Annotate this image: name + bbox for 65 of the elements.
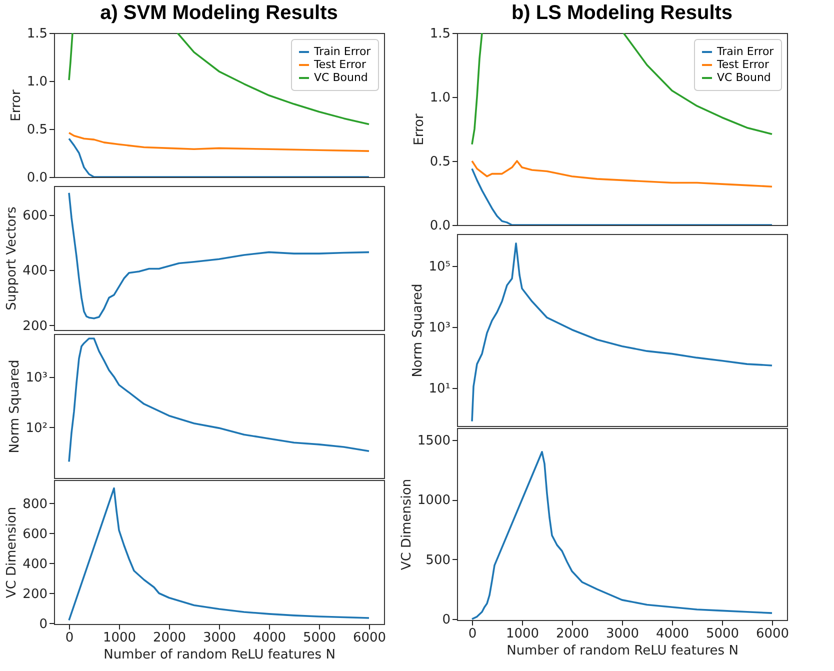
y-tick-label: 200 [22,586,48,602]
y-axis-title: VC Dimension [399,478,414,570]
line-series [68,132,370,152]
legend-label: VC Bound [717,71,771,84]
x-tick-label: 4000 [252,630,286,646]
legend-label: Train Error [716,45,774,58]
x-tick-label: 5000 [706,626,740,642]
y-tick-label: 0 [39,616,48,632]
x-tick-label: 0 [468,626,477,642]
x-tick-label: 6000 [756,626,790,642]
y-tick-label: 1000 [417,493,450,508]
y-tick-label: 0.0 [26,170,48,186]
x-tick-label: 2000 [152,630,186,646]
y-tick-label: 1.5 [430,26,450,42]
line-series [68,338,370,463]
y-tick-label: 600 [22,208,48,224]
line-series [471,242,773,422]
x-tick-label: 1000 [506,626,540,642]
chart-title: b) LS Modeling Results [511,2,733,24]
y-tick-label: 0 [442,612,450,628]
x-axis-title: Number of random ReLU features N [506,644,738,658]
line-series [471,168,773,225]
y-tick-label: 800 [22,496,48,512]
x-tick-label: 6000 [352,630,386,646]
legend-label: Train Error [313,45,372,58]
x-tick-label: 0 [65,630,74,646]
x-tick-label: 3000 [606,626,640,642]
legend-label: VC Bound [314,71,368,84]
y-tick-label: 1.0 [430,90,450,106]
x-axis-title: Number of random ReLU features N [104,648,336,662]
y-tick-label: 200 [22,318,48,334]
y-axis-title: Error [8,89,24,122]
y-axis-title: VC Dimension [4,506,20,598]
y-axis-title: Support Vectors [4,206,20,310]
line-series [471,450,773,620]
line-series [68,192,370,320]
y-tick-label: 1.0 [26,74,48,90]
legend-label: Test Error [313,58,366,71]
y-tick-label: 400 [22,556,48,572]
y-tick-label: 1.5 [26,26,48,42]
y-tick-label: 0.5 [430,154,450,170]
y-tick-label: 10² [26,420,48,436]
y-tick-label: 10¹ [428,381,450,396]
y-axis-title: Error [412,113,427,146]
y-tick-label: 1500 [417,433,450,448]
legend-label: Test Error [716,58,770,71]
y-tick-label: 0.0 [430,218,450,234]
line-series [471,160,773,188]
y-tick-label: 10⁵ [428,259,450,274]
x-tick-label: 1000 [102,630,136,646]
y-tick-label: 400 [22,264,48,279]
chart-title: a) SVM Modeling Results [100,2,338,24]
line-series [68,138,370,177]
y-tick-label: 600 [22,526,48,542]
y-axis-title: Norm Squared [8,360,23,454]
line-series [68,487,370,622]
x-tick-label: 3000 [202,630,236,646]
y-tick-label: 10³ [26,370,48,386]
y-tick-label: 10³ [428,320,450,336]
x-tick-label: 2000 [556,626,590,642]
y-tick-label: 0.5 [26,122,48,138]
y-tick-label: 500 [426,552,450,568]
y-axis-title: Norm Squared [410,284,426,378]
x-tick-label: 4000 [656,626,690,642]
x-tick-label: 5000 [302,630,336,646]
